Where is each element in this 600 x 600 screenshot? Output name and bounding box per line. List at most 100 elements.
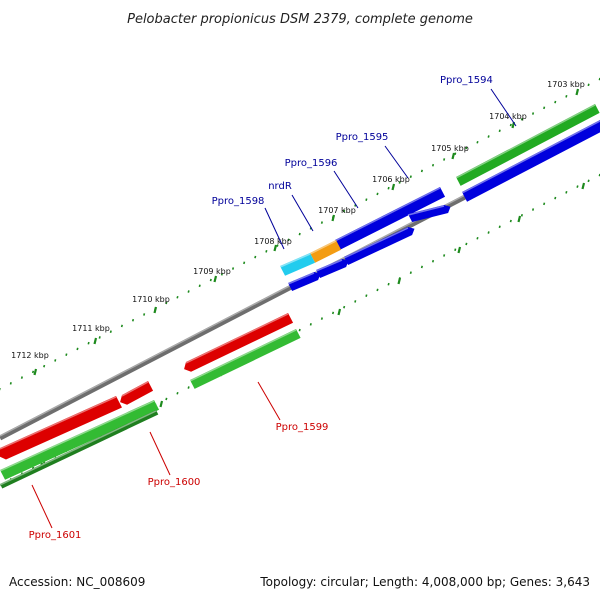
leader-line — [149, 431, 171, 476]
ruler-tick — [33, 368, 38, 376]
tick-dot — [131, 318, 135, 322]
tick-dot — [209, 278, 212, 282]
tick-dot — [287, 238, 290, 242]
tick-dot — [187, 386, 190, 389]
tick-dot — [243, 261, 246, 265]
gene-band-ppro-1599-body — [190, 329, 301, 389]
cds-ppro-1596 — [343, 227, 415, 265]
tick-dot — [431, 259, 435, 263]
cds-ppro-1595-body — [335, 187, 446, 250]
tick-dot — [187, 290, 190, 293]
leader-line — [257, 381, 281, 421]
accession-text: Accession: NC_008609 — [9, 575, 145, 589]
tick-dot — [176, 295, 179, 299]
tick-dot — [54, 359, 57, 362]
tick-dot — [376, 288, 379, 292]
cds-ppro-1596-body — [344, 227, 415, 265]
cds-nrdR-b-body — [316, 259, 349, 278]
tick-dot — [431, 163, 435, 167]
ruler-tick-reverse — [517, 215, 522, 223]
cds-ppro-1595 — [334, 187, 446, 250]
cds-ppro-1599-body — [184, 313, 294, 372]
ruler-tick — [391, 183, 396, 191]
tick-dot — [487, 135, 490, 138]
tick-label: 1710 kbp — [132, 295, 170, 304]
tick-label: 1712 kbp — [11, 351, 49, 360]
tick-dot — [220, 272, 223, 276]
gene-band-ppro-1594-highlight — [455, 104, 596, 179]
tick-dot — [165, 301, 168, 305]
tick-dot — [65, 353, 68, 356]
cds-ppro-1598-b-highlight — [287, 272, 315, 285]
cds-nrdR-b — [315, 259, 349, 278]
tick-dot — [409, 175, 412, 179]
cds-ppro-1595-b-body — [408, 205, 451, 222]
cds-ppro-1598 — [279, 253, 316, 276]
cds-nrdR-b-highlight — [315, 259, 343, 272]
gene-band-ppro-1600-highlight — [0, 400, 155, 472]
ruler-tick — [451, 152, 456, 160]
tick-dot — [254, 255, 257, 259]
gene-band-ppro-1600-body — [0, 400, 160, 480]
cds-nrdR — [309, 240, 342, 263]
tick-dot — [9, 382, 12, 385]
tick-dot — [231, 267, 235, 270]
tick-label: 1709 kbp — [193, 267, 231, 276]
tick-dot — [365, 294, 368, 297]
tick-dot — [476, 140, 479, 144]
tick-dot — [565, 191, 568, 194]
cds-ppro-1598-body — [280, 253, 316, 276]
ruler-tick — [153, 306, 158, 314]
ruler-tick — [575, 88, 580, 96]
tick-dot — [165, 397, 168, 401]
forward-dot-row — [0, 77, 600, 391]
tick-dot — [520, 117, 523, 121]
map-title: Pelobacter propionicus DSM 2379, complet… — [127, 12, 473, 27]
cds-ppro-1600-highlight — [121, 381, 149, 397]
tick-label: 1707 kbp — [318, 206, 356, 215]
tick-label: 1708 kbp — [254, 237, 292, 246]
gene-band-ppro-1594 — [455, 104, 600, 186]
tick-dot — [465, 242, 468, 246]
leader-line — [384, 145, 409, 179]
genome-info-text: Topology: circular; Length: 4,008,000 bp… — [259, 575, 590, 589]
tick-dot — [476, 236, 479, 240]
gene-label-reverse: Ppro_1601 — [29, 530, 82, 541]
cds-ppro-1600-body — [120, 381, 154, 405]
tick-dot — [298, 232, 301, 236]
tick-dot — [443, 158, 446, 161]
tick-dot — [543, 202, 546, 206]
cds-ppro-1596-highlight — [343, 227, 409, 259]
tick-dot — [31, 370, 35, 374]
tick-dot — [554, 196, 557, 200]
gene-labels: Ppro_1594 Ppro_1595 Ppro_1596 nrdRPpro_1598… — [29, 75, 517, 541]
tick-dot — [420, 265, 423, 269]
cds-ppro-1595-b — [407, 205, 451, 222]
tick-dot — [320, 317, 323, 320]
tick-dot — [443, 254, 446, 257]
cds-ppro-1594 — [461, 120, 600, 202]
tick-dot — [354, 300, 357, 303]
cds-ppro-1599 — [184, 313, 294, 372]
tick-dot — [565, 95, 568, 98]
tick-dot — [276, 244, 279, 247]
cds-ppro-1594-highlight — [461, 120, 600, 194]
leader-line — [490, 88, 517, 127]
ruler-tick — [331, 214, 336, 222]
leader-line — [333, 170, 359, 209]
gene-label-forward: Ppro_1596 — [285, 158, 338, 169]
cds-ppro-1595-highlight — [334, 187, 441, 242]
ruler-tick — [273, 244, 278, 252]
tick-dot — [454, 152, 457, 156]
tick-dot — [554, 100, 557, 104]
tick-dot — [454, 248, 457, 252]
tick-label: 1704 kbp — [489, 112, 527, 121]
tick-dot — [587, 179, 590, 183]
gene-band-ppro-1594-body — [456, 104, 600, 186]
tick-dot — [387, 186, 390, 190]
tick-dot — [543, 106, 546, 110]
cds-ppro-1598-b — [287, 272, 321, 291]
gene-label-forward: Ppro_1598 — [212, 196, 265, 207]
tick-dot — [331, 311, 335, 315]
gene-label-forward: nrdR — [268, 181, 292, 192]
